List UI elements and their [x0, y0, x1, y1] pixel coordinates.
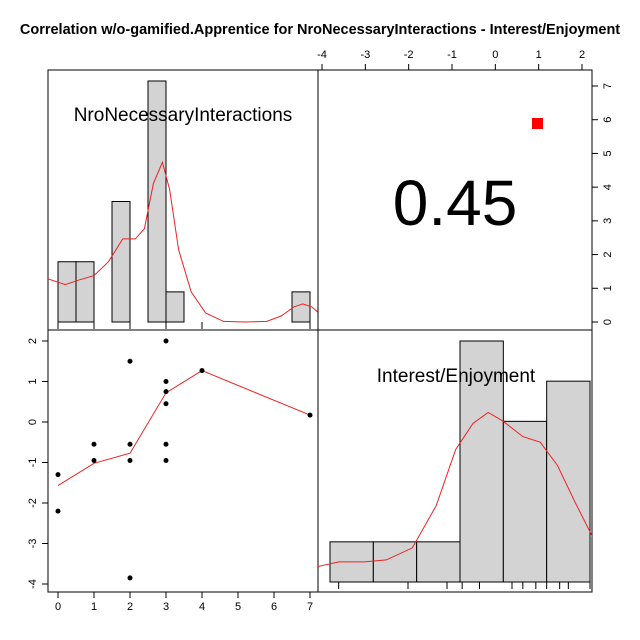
variable-label-y: Interest/Enjoyment — [377, 366, 536, 387]
scatter-point — [307, 412, 313, 418]
scatter-point — [91, 457, 97, 463]
histogram-bar — [111, 201, 131, 323]
tick-label: 5 — [602, 150, 614, 156]
scatter-point — [127, 575, 133, 581]
scatter-point — [163, 457, 169, 463]
tick-label: 0 — [492, 49, 498, 61]
scatter-point — [55, 472, 61, 478]
tick-label: -3 — [360, 49, 370, 61]
variable-label-x: NroNecessaryInteractions — [74, 105, 293, 126]
tick-label: 2 — [602, 252, 614, 258]
tick-label: -1 — [27, 458, 39, 468]
correlation-value: 0.45 — [393, 167, 518, 239]
tick-label: 4 — [602, 184, 614, 190]
tick-label: 7 — [602, 83, 614, 89]
scatter-point — [55, 508, 61, 514]
scatter-point — [199, 368, 205, 374]
axis-right: 0 1 2 3 4 5 6 7 — [592, 83, 614, 325]
histogram-bar — [147, 80, 167, 323]
histogram-bar — [75, 261, 95, 323]
tick-label: 2 — [579, 49, 585, 61]
tick-label: 2 — [127, 601, 133, 613]
tick-label: -4 — [27, 579, 39, 589]
scatter-point — [163, 401, 169, 407]
scatter-point — [163, 338, 169, 344]
chart-title: Correlation w/o-gamified.Apprentice for … — [20, 22, 620, 38]
tick-label: -3 — [27, 539, 39, 549]
axis-bottom: 0 1 2 3 4 5 6 7 — [55, 592, 313, 613]
smooth-line — [57, 370, 311, 487]
tick-label: -4 — [317, 49, 327, 61]
histogram-bar — [372, 541, 418, 583]
tick-label: 0 — [27, 419, 39, 425]
axis-left: -4 -3 -2 -1 0 1 2 — [27, 338, 48, 589]
tick-label: 7 — [307, 601, 313, 613]
scatter-point — [91, 441, 97, 447]
panel-frame — [317, 329, 593, 593]
histogram-bar — [57, 261, 77, 323]
scatter-point — [163, 441, 169, 447]
scatter-point — [163, 379, 169, 384]
scatter-point — [127, 441, 133, 447]
histogram-bar — [291, 291, 311, 323]
tick-label: 3 — [163, 601, 169, 613]
tick-label: 6 — [271, 601, 277, 613]
histogram-bar — [502, 420, 548, 583]
histogram-bar — [165, 291, 185, 323]
tick-label: 0 — [602, 319, 614, 325]
tick-label: 5 — [235, 601, 241, 613]
tick-label: 3 — [602, 218, 614, 224]
panel-scatter — [47, 329, 319, 593]
tick-label: 1 — [602, 285, 614, 291]
tick-label: -2 — [404, 49, 414, 61]
histogram-bar — [459, 340, 504, 583]
scatter-point — [127, 457, 133, 463]
scatter-point — [163, 389, 169, 395]
panel-histogram-y: Interest/Enjoyment — [317, 329, 593, 593]
tick-label: 1 — [91, 601, 97, 613]
scatter-point — [127, 358, 133, 364]
density-curve — [318, 411, 592, 567]
tick-label: -2 — [27, 498, 39, 508]
histogram-bar — [416, 541, 461, 583]
tick-label: 6 — [602, 117, 614, 123]
tick-label: 4 — [199, 601, 205, 613]
tick-label: 0 — [55, 601, 61, 613]
tick-label: 1 — [27, 378, 39, 384]
panel-frame — [47, 329, 319, 593]
tick-label: 1 — [536, 49, 542, 61]
axis-top: -4 -3 -2 -1 0 1 2 — [317, 49, 585, 70]
density-curve — [48, 160, 318, 323]
panel-correlation: 0.45 — [317, 69, 593, 331]
tick-label: -1 — [447, 49, 457, 61]
tick-label: 2 — [27, 338, 39, 344]
histogram-bar — [546, 380, 591, 583]
significance-marker — [532, 118, 543, 129]
panel-histogram-x: NroNecessaryInteractions — [47, 69, 319, 331]
